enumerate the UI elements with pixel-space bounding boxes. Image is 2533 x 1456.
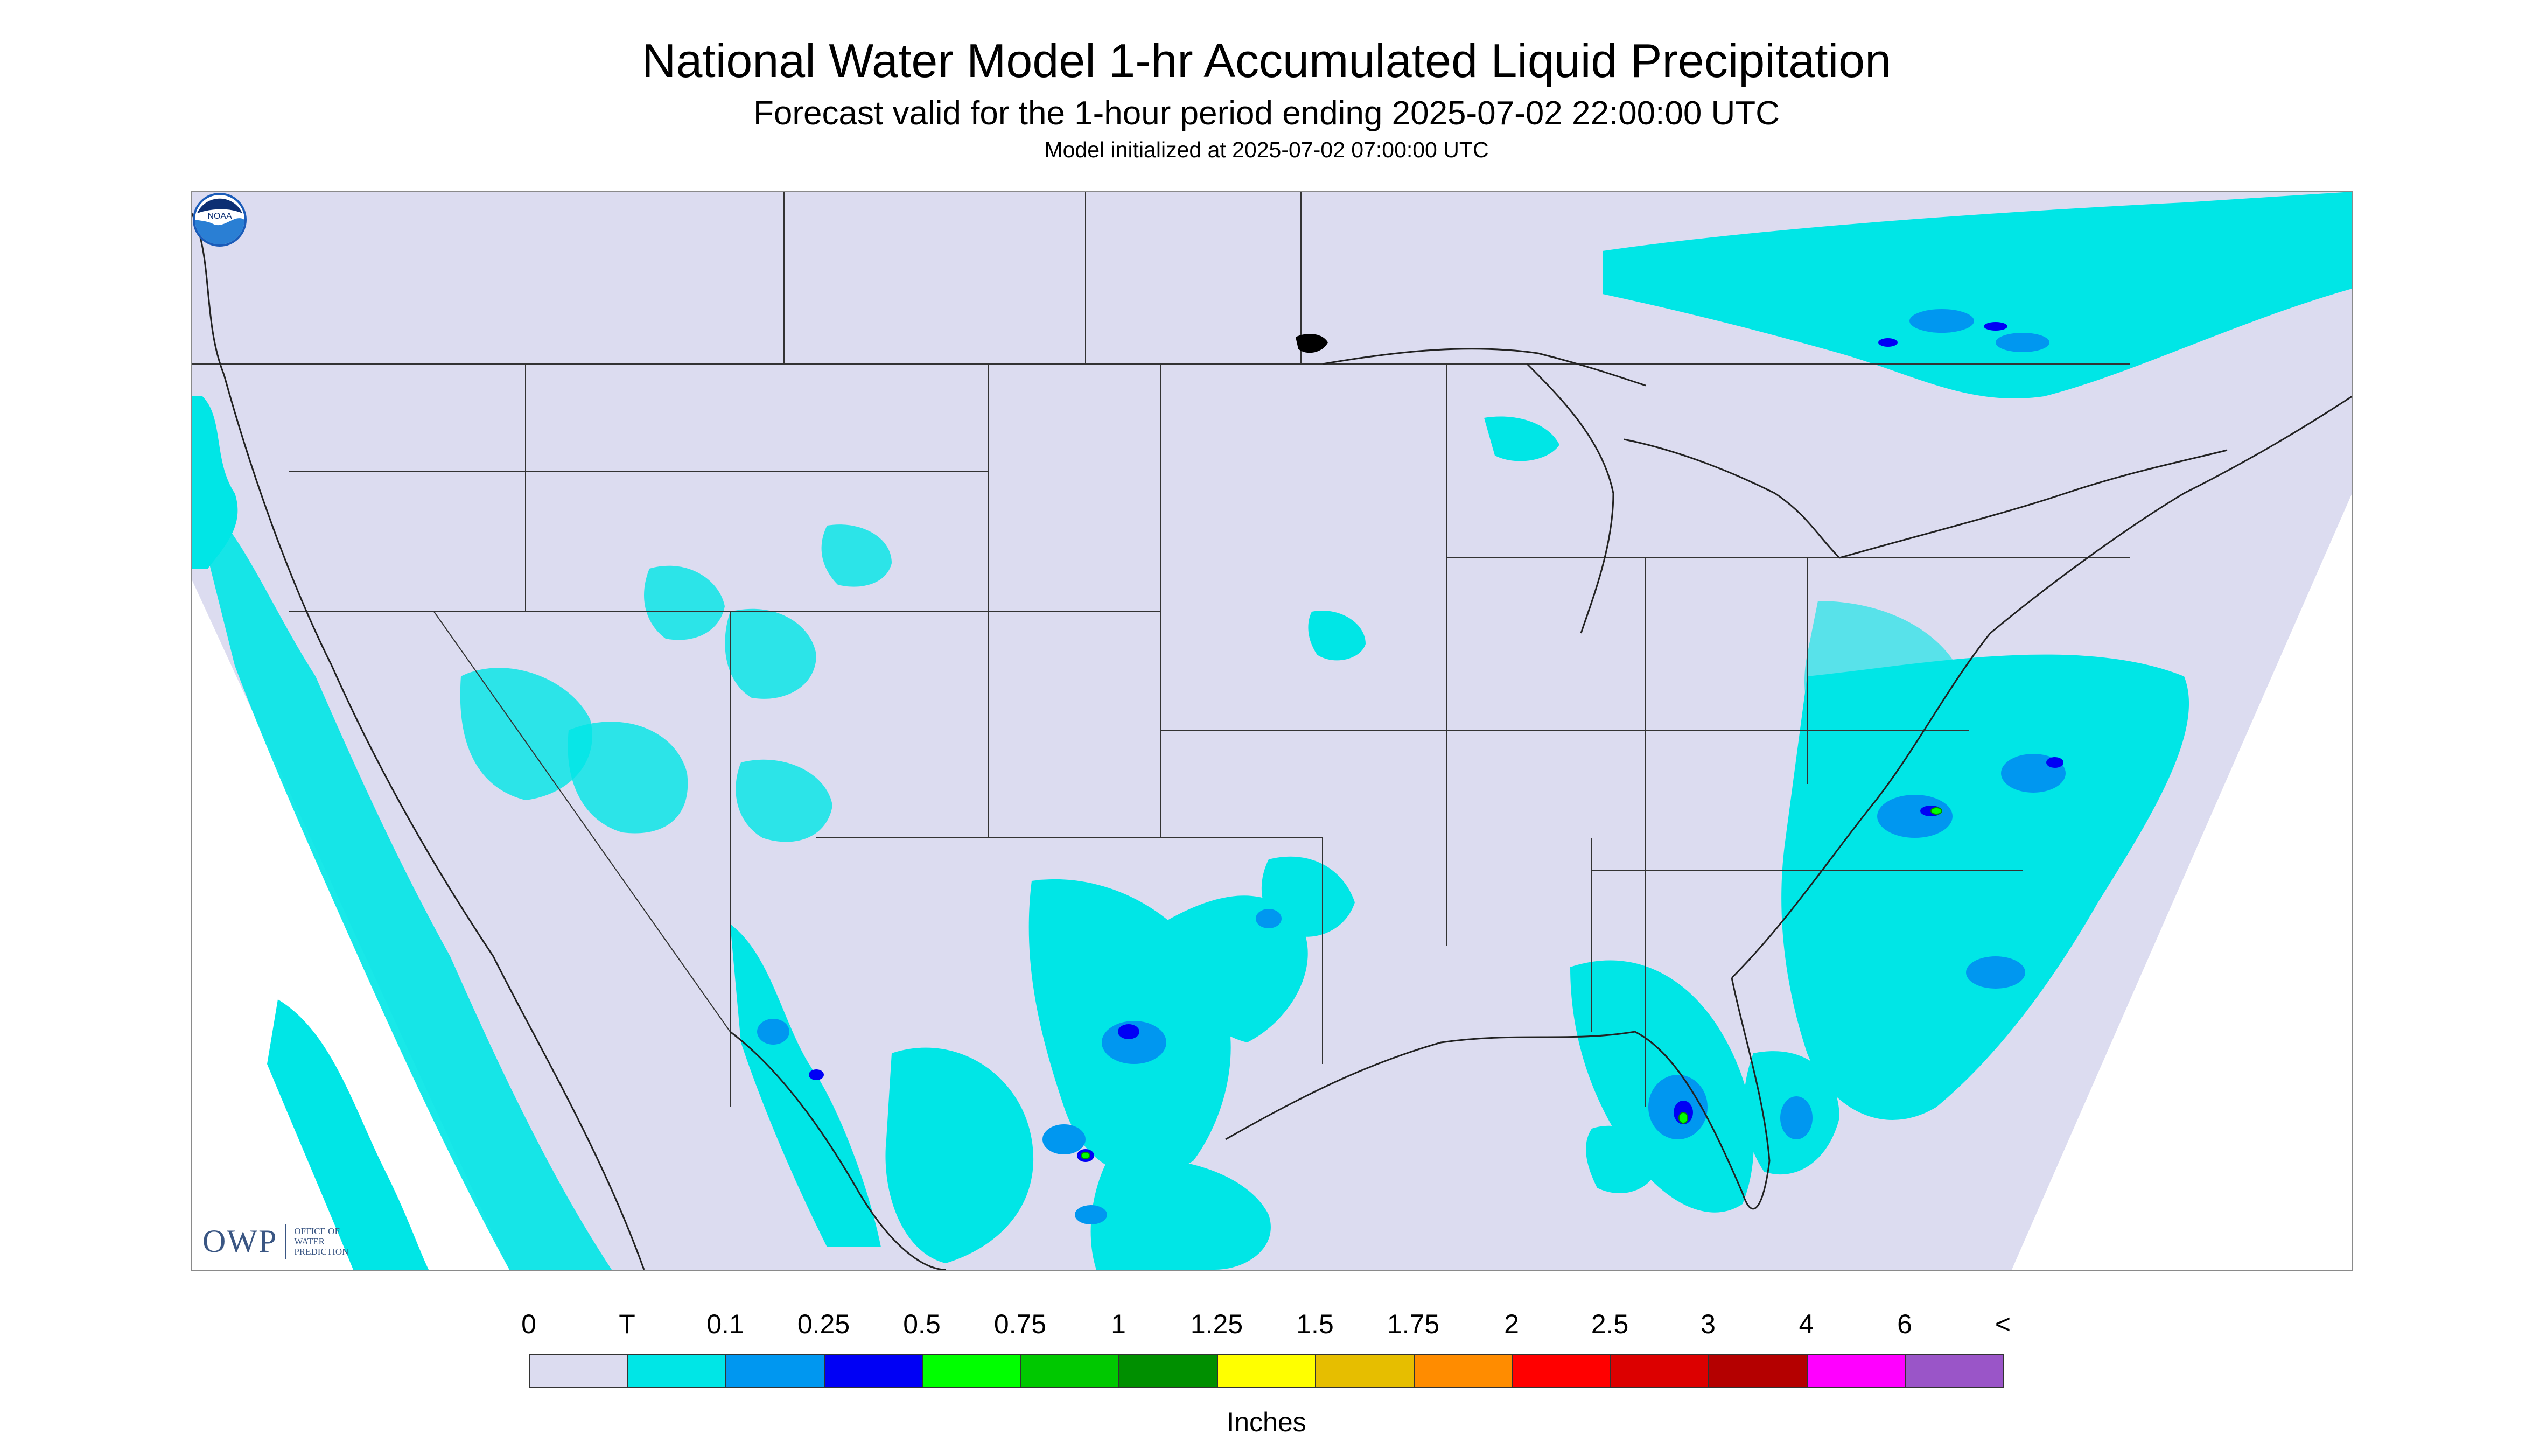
legend-label: 0.1: [706, 1309, 744, 1339]
owp-logo-text: OWP: [202, 1223, 278, 1259]
coastlines: [192, 213, 2352, 1270]
legend-swatch: [922, 1354, 1021, 1388]
legend-label: 2.5: [1591, 1309, 1629, 1339]
legend-label: 6: [1897, 1309, 1912, 1339]
noaa-logo-text: NOAA: [207, 212, 232, 221]
precipitation-map: OWP OFFICE OF WATER PREDICTION NOAA: [191, 191, 2353, 1271]
legend-label: 3: [1701, 1309, 1716, 1339]
model-init-text: Model initialized at 2025-07-02 07:00:00…: [1044, 137, 1489, 162]
legend-swatch: [1905, 1354, 2004, 1388]
legend-label: 0: [521, 1309, 536, 1339]
legend-swatch: [1020, 1354, 1119, 1388]
legend-label: 1.75: [1387, 1309, 1440, 1339]
legend-label: 2: [1504, 1309, 1519, 1339]
legend-swatch: [627, 1354, 726, 1388]
lake-markers: [1296, 334, 1328, 353]
legend-swatch: [1216, 1354, 1316, 1388]
legend-swatch: [725, 1354, 825, 1388]
owp-logo-divider: [285, 1224, 287, 1259]
legend-swatch: [1512, 1354, 1611, 1388]
map-canvas: [192, 192, 2352, 1270]
legend-label: 4: [1799, 1309, 1814, 1339]
legend-swatch: [1806, 1354, 1906, 1388]
legend-swatch: [1315, 1354, 1415, 1388]
map-subtitle: Forecast valid for the 1-hour period end…: [753, 95, 1780, 132]
legend-swatch: [1610, 1354, 1709, 1388]
legend-label: 0.25: [797, 1309, 850, 1339]
legend-swatch: [1118, 1354, 1218, 1388]
legend-label: 1.25: [1190, 1309, 1243, 1339]
owp-logo-subtitle: OFFICE OF WATER PREDICTION: [294, 1226, 349, 1257]
owp-logo: OWP OFFICE OF WATER PREDICTION: [202, 1223, 369, 1260]
legend-label: 1: [1111, 1309, 1126, 1339]
map-title: National Water Model 1-hr Accumulated Li…: [641, 34, 1892, 87]
legend-label: T: [619, 1309, 635, 1339]
legend-swatch: [1413, 1354, 1513, 1388]
legend-swatch: [823, 1354, 923, 1388]
legend-label: 1.5: [1296, 1309, 1334, 1339]
precip-trace-areas: [192, 192, 2352, 1270]
precip-heavy-areas: [1081, 807, 1942, 1159]
out-of-domain-right: [2012, 493, 2352, 1270]
noaa-logo: NOAA: [193, 193, 247, 247]
legend-units: Inches: [1227, 1407, 1306, 1437]
legend-label: <: [1995, 1309, 2011, 1339]
legend-swatch: [529, 1354, 628, 1388]
legend-swatch: [1708, 1354, 1808, 1388]
legend-label: 0.5: [903, 1309, 941, 1339]
legend-label: 0.75: [993, 1309, 1047, 1339]
